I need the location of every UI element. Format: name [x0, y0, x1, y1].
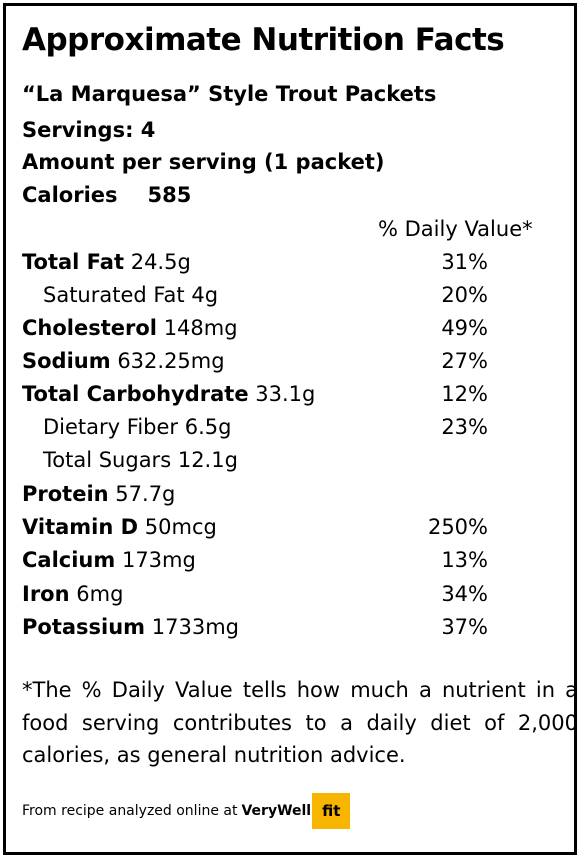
nutrient-name: Sodium [22, 349, 111, 373]
nutrient-row-protein: Protein 57.7g [22, 482, 552, 512]
nutrient-dv: 34% [441, 582, 488, 606]
nutrient-amount: 57.7g [115, 482, 176, 506]
nutrient-dv: 12% [441, 382, 488, 406]
nutrient-row-sodium: Sodium 632.25mg 27% [22, 349, 552, 379]
nutrient-amount: 148mg [163, 316, 238, 340]
nutrient-name: Protein [22, 482, 109, 506]
source-attribution: From recipe analyzed online at VeryWell … [22, 793, 351, 829]
nutrient-amount: 632.25mg [117, 349, 225, 373]
nutrient-name: Total Sugars [43, 448, 172, 472]
nutrient-row-iron: Iron 6mg 34% [22, 582, 552, 612]
nutrient-amount: 6mg [76, 582, 124, 606]
nutrient-name: Vitamin D [22, 515, 139, 539]
nutrient-row-dietary-fiber: Dietary Fiber 6.5g 23% [43, 415, 552, 445]
nutrient-amount: 1733mg [151, 615, 239, 639]
nutrient-amount: 6.5g [184, 415, 232, 439]
nutrient-amount: 4g [191, 283, 219, 307]
nutrient-dv: 27% [441, 349, 488, 373]
nutrient-dv: 49% [441, 316, 488, 340]
nutrient-row-vitamin-d: Vitamin D 50mcg 250% [22, 515, 552, 545]
nutrient-name: Total Fat [22, 250, 125, 274]
verywell-brand-text: VeryWell [241, 803, 312, 819]
source-text: From recipe analyzed online at [22, 803, 238, 819]
nutrient-row-total-sugars: Total Sugars 12.1g [43, 448, 552, 478]
nutrient-dv: 31% [441, 250, 488, 274]
nutrient-name: Potassium [22, 615, 146, 639]
nutrient-name: Saturated Fat [43, 283, 185, 307]
nutrient-row-cholesterol: Cholesterol 148mg 49% [22, 316, 552, 346]
amount-per-serving: Amount per serving (1 packet) [22, 150, 385, 174]
nutrient-row-potassium: Potassium 1733mg 37% [22, 615, 552, 645]
nutrient-amount: 173mg [121, 548, 196, 572]
nutrient-dv: 250% [427, 515, 488, 539]
calories-label: Calories [22, 183, 118, 207]
calories-value: 585 [147, 183, 192, 207]
daily-value-header: % Daily Value* [378, 217, 533, 241]
nutrient-row-calcium: Calcium 173mg 13% [22, 548, 552, 578]
servings: Servings: 4 [22, 118, 156, 142]
nutrition-label: Approximate Nutrition Facts “La Marquesa… [3, 3, 578, 855]
nutrient-amount: 12.1g [177, 448, 238, 472]
nutrient-dv: 23% [441, 415, 488, 439]
nutrient-name: Iron [22, 582, 70, 606]
nutrient-amount: 50mcg [144, 515, 217, 539]
nutrient-dv: 37% [441, 615, 488, 639]
label-title: Approximate Nutrition Facts [22, 22, 505, 58]
nutrient-dv: 13% [441, 548, 488, 572]
nutrient-name: Total Carbohydrate [22, 382, 249, 406]
recipe-name: “La Marquesa” Style Trout Packets [22, 82, 437, 106]
nutrient-name: Cholesterol [22, 316, 157, 340]
verywell-fit-logo: fit [312, 793, 351, 829]
nutrient-dv: 20% [441, 283, 488, 307]
nutrient-amount: 24.5g [130, 250, 191, 274]
daily-value-footnote: *The % Daily Value tells how much a nutr… [22, 678, 578, 767]
nutrient-row-total-carbohydrate: Total Carbohydrate 33.1g 12% [22, 382, 552, 412]
nutrient-row-saturated-fat: Saturated Fat 4g 20% [43, 283, 552, 313]
nutrient-row-total-fat: Total Fat 24.5g 31% [22, 250, 552, 280]
nutrient-name: Dietary Fiber [43, 415, 179, 439]
nutrient-amount: 33.1g [255, 382, 316, 406]
nutrient-name: Calcium [22, 548, 116, 572]
calories-line: Calories 585 [22, 183, 191, 207]
